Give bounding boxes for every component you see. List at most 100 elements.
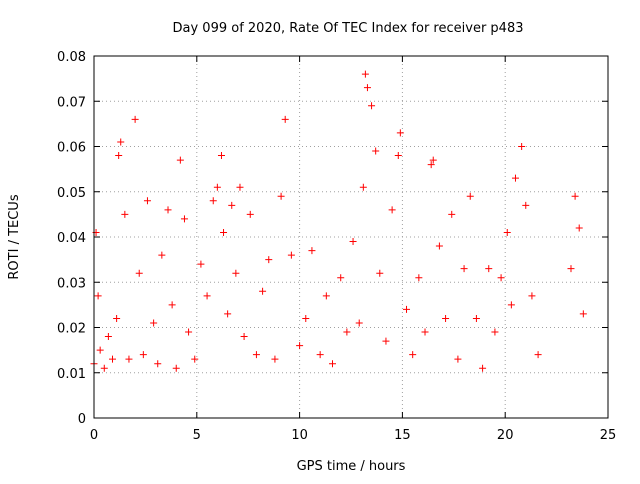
data-point bbox=[528, 292, 536, 300]
data-point bbox=[125, 355, 133, 363]
data-point bbox=[240, 333, 248, 341]
data-point bbox=[349, 238, 357, 246]
data-point bbox=[448, 210, 456, 218]
y-axis-label: ROTI / TECUs bbox=[7, 194, 22, 279]
data-point bbox=[534, 351, 542, 359]
data-point bbox=[394, 152, 402, 160]
data-point bbox=[511, 174, 519, 182]
data-point bbox=[302, 314, 310, 322]
data-point bbox=[158, 251, 166, 259]
y-tick-label: 0.02 bbox=[57, 322, 86, 337]
data-point bbox=[252, 351, 260, 359]
data-point bbox=[567, 265, 575, 273]
data-point bbox=[287, 251, 295, 259]
y-tick-label: 0.07 bbox=[57, 95, 86, 110]
data-point bbox=[164, 206, 172, 214]
x-tick-label: 15 bbox=[394, 428, 411, 443]
data-point bbox=[409, 351, 417, 359]
data-point bbox=[522, 201, 530, 209]
data-point bbox=[271, 355, 279, 363]
data-point bbox=[191, 355, 199, 363]
data-point bbox=[376, 269, 384, 277]
data-point bbox=[135, 269, 143, 277]
x-tick-label: 20 bbox=[497, 428, 514, 443]
data-point bbox=[236, 183, 244, 191]
x-tick-label: 0 bbox=[90, 428, 98, 443]
data-point bbox=[491, 328, 499, 336]
data-points bbox=[90, 70, 587, 372]
data-point bbox=[150, 319, 158, 327]
data-point bbox=[143, 197, 151, 205]
data-point bbox=[209, 197, 217, 205]
data-point bbox=[460, 265, 468, 273]
data-point bbox=[180, 215, 188, 223]
data-point bbox=[442, 314, 450, 322]
data-point bbox=[104, 333, 112, 341]
data-point bbox=[427, 161, 435, 169]
data-point bbox=[176, 156, 184, 164]
data-point bbox=[113, 314, 121, 322]
axis-ticks: 0 0.01 0.02 0.03 0.04 0.05 0.06 0.07 0.08 0 5 10 15 2… bbox=[57, 50, 616, 443]
data-point bbox=[277, 192, 285, 200]
grid-layer bbox=[94, 56, 608, 418]
data-point bbox=[579, 310, 587, 318]
data-point bbox=[265, 256, 273, 264]
data-point bbox=[281, 115, 289, 123]
data-point bbox=[100, 364, 108, 372]
y-tick-label: 0.03 bbox=[57, 276, 86, 291]
data-point bbox=[466, 192, 474, 200]
data-point bbox=[185, 328, 193, 336]
data-point bbox=[497, 274, 505, 282]
data-point bbox=[382, 337, 390, 345]
data-point bbox=[403, 305, 411, 313]
data-point bbox=[421, 328, 429, 336]
y-tick-label: 0 bbox=[78, 412, 86, 427]
data-point bbox=[571, 192, 579, 200]
data-point bbox=[503, 228, 511, 236]
data-point bbox=[372, 147, 380, 155]
chart-title: Day 099 of 2020, Rate Of TEC Index for r… bbox=[173, 21, 524, 36]
y-tick-label: 0.08 bbox=[57, 50, 86, 65]
data-point bbox=[232, 269, 240, 277]
data-point bbox=[172, 364, 180, 372]
data-point bbox=[115, 152, 123, 160]
y-tick-label: 0.06 bbox=[57, 141, 86, 156]
data-point bbox=[220, 228, 228, 236]
data-point bbox=[388, 206, 396, 214]
data-point bbox=[575, 224, 583, 232]
data-point bbox=[246, 210, 254, 218]
data-point bbox=[139, 351, 147, 359]
data-point bbox=[308, 247, 316, 255]
data-point bbox=[228, 201, 236, 209]
data-point bbox=[121, 210, 129, 218]
data-point bbox=[96, 346, 104, 354]
data-point bbox=[117, 138, 125, 146]
data-point bbox=[217, 152, 225, 160]
data-point bbox=[224, 310, 232, 318]
data-point bbox=[213, 183, 221, 191]
data-point bbox=[154, 360, 162, 368]
data-point bbox=[328, 360, 336, 368]
data-point bbox=[322, 292, 330, 300]
x-tick-label: 10 bbox=[291, 428, 308, 443]
data-point bbox=[355, 319, 363, 327]
y-tick-label: 0.01 bbox=[57, 367, 86, 382]
data-point bbox=[337, 274, 345, 282]
y-tick-label: 0.04 bbox=[57, 231, 86, 246]
data-point bbox=[316, 351, 324, 359]
data-point bbox=[359, 183, 367, 191]
data-point bbox=[343, 328, 351, 336]
y-tick-label: 0.05 bbox=[57, 186, 86, 201]
data-point bbox=[518, 143, 526, 150]
data-point bbox=[479, 364, 487, 372]
data-point bbox=[109, 355, 117, 363]
data-point bbox=[94, 292, 102, 300]
data-point bbox=[197, 260, 205, 268]
data-point bbox=[259, 287, 267, 295]
data-point bbox=[363, 84, 371, 92]
data-point bbox=[454, 355, 462, 363]
data-point bbox=[203, 292, 211, 300]
data-point bbox=[361, 70, 369, 78]
data-point bbox=[396, 129, 404, 137]
